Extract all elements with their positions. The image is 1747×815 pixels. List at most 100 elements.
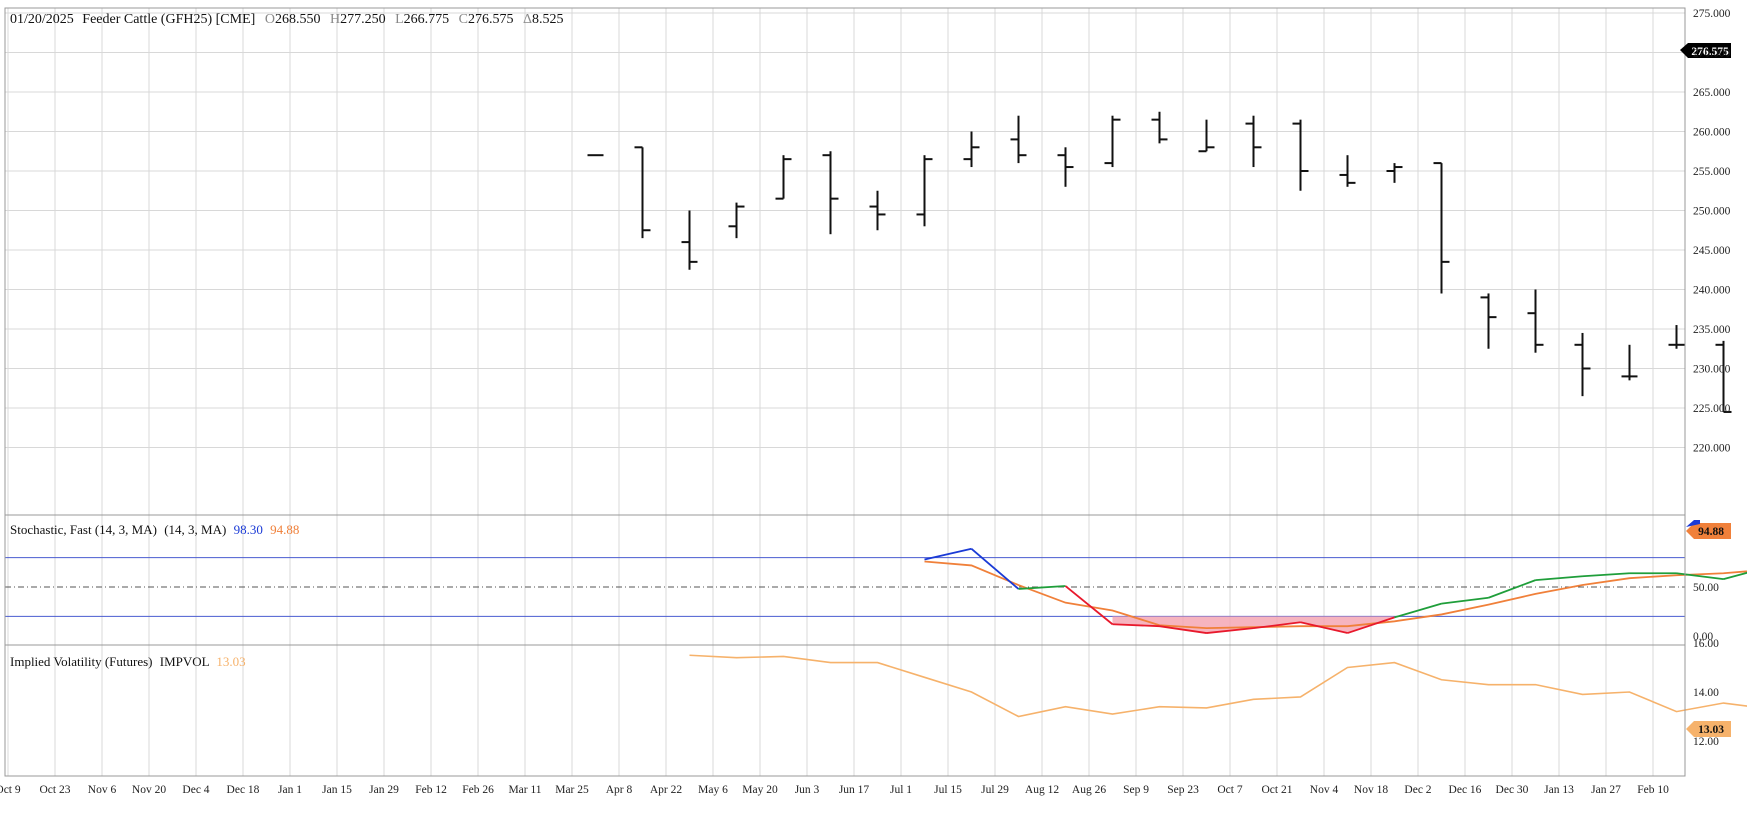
x-tick-label: Jan 13 xyxy=(1544,784,1574,796)
ohlc-bar xyxy=(1293,120,1309,191)
ohlc-bar xyxy=(1716,341,1732,412)
iv-name: IMPVOL xyxy=(160,654,210,669)
price-y-tick-label: 245.000 xyxy=(1693,245,1731,257)
close-label: C xyxy=(459,12,468,27)
price-date: 01/20/2025 xyxy=(10,12,74,27)
close-value: 276.575 xyxy=(468,12,514,27)
low-value: 266.775 xyxy=(404,12,450,27)
change-value: 8.525 xyxy=(532,12,564,27)
x-tick-label: Jul 1 xyxy=(890,784,912,796)
iv-badge: 13.03 xyxy=(1686,721,1731,737)
x-tick-label: Feb 26 xyxy=(462,784,494,796)
x-tick-label: Jul 29 xyxy=(981,784,1009,796)
price-y-tick-label: 235.000 xyxy=(1693,324,1731,336)
x-tick-label: Nov 18 xyxy=(1354,784,1388,796)
price-y-tick-label: 270.000 xyxy=(1693,48,1731,60)
open-value: 268.550 xyxy=(275,12,321,27)
ohlc-bar xyxy=(776,155,792,198)
low-label: L xyxy=(395,12,404,27)
ohlc-bar xyxy=(1575,333,1591,396)
price-y-tick-label: 230.000 xyxy=(1693,364,1731,376)
x-tick-label: Aug 12 xyxy=(1025,784,1059,796)
change-label: Δ xyxy=(523,12,532,27)
high-value: 277.250 xyxy=(340,12,386,27)
x-tick-label: Dec 18 xyxy=(227,784,260,796)
ohlc-bar xyxy=(1199,120,1215,152)
iv-y-tick-label: 16.00 xyxy=(1693,638,1719,650)
x-tick-label: Oct 9 xyxy=(0,784,21,796)
price-y-tick-label: 240.000 xyxy=(1693,285,1731,297)
price-y-tick-label: 265.000 xyxy=(1693,87,1731,99)
ohlc-bar xyxy=(1152,112,1168,144)
stoch-k-value: 98.30 xyxy=(234,522,263,537)
ohlc-bar xyxy=(1387,163,1403,183)
stoch-y-tick-label: 50.00 xyxy=(1693,582,1719,594)
x-tick-label: Jan 15 xyxy=(322,784,352,796)
x-tick-label: Apr 22 xyxy=(650,784,683,796)
x-tick-label: Apr 8 xyxy=(606,784,633,796)
stoch-badge: 94.88 xyxy=(1686,520,1731,539)
ohlc-bar xyxy=(1622,345,1638,381)
x-tick-label: Oct 7 xyxy=(1217,784,1242,796)
x-tick-label: Jan 29 xyxy=(369,784,399,796)
x-tick-label: May 6 xyxy=(698,784,728,796)
ohlc-bar xyxy=(729,203,745,239)
x-tick-label: Sep 9 xyxy=(1123,784,1149,796)
price-panel-border xyxy=(5,8,1685,515)
x-tick-label: Feb 10 xyxy=(1637,784,1669,796)
x-tick-label: Nov 6 xyxy=(88,784,117,796)
stoch-header: Stochastic, Fast (14, 3, MA) (14, 3, MA)… xyxy=(10,522,299,537)
x-tick-label: Jun 3 xyxy=(795,784,820,796)
ohlc-bar xyxy=(1058,147,1074,187)
iv-panel-border xyxy=(5,645,1685,776)
x-tick-label: Nov 20 xyxy=(132,784,166,796)
x-tick-label: Sep 23 xyxy=(1167,784,1199,796)
high-label: H xyxy=(330,12,340,27)
iv-title: Implied Volatility (Futures) xyxy=(10,654,153,669)
price-y-tick-label: 260.000 xyxy=(1693,127,1731,139)
ohlc-bar xyxy=(917,155,933,226)
x-tick-label: Aug 26 xyxy=(1072,784,1106,796)
axis-layer: Oct 9 Oct 23 Nov 6 Nov 20 Dec 4 Dec 18 Jan 1 Ja… xyxy=(0,0,1731,796)
x-tick-label: Oct 23 xyxy=(40,784,71,796)
x-tick-label: Feb 12 xyxy=(415,784,447,796)
iv-line xyxy=(690,655,1747,751)
x-tick-label: Jan 1 xyxy=(278,784,302,796)
ohlc-bar xyxy=(1481,293,1497,348)
iv-value: 13.03 xyxy=(216,654,245,669)
price-symbol: Feeder Cattle (GFH25) [CME] xyxy=(82,12,255,27)
ohlc-bar xyxy=(964,132,980,168)
stoch-title: Stochastic, Fast (14, 3, MA) xyxy=(10,522,157,537)
stoch-d-value: 94.88 xyxy=(270,522,299,537)
iv-badge-text: 13.03 xyxy=(1698,724,1724,736)
x-tick-label: Oct 21 xyxy=(1262,784,1293,796)
marks-layer xyxy=(588,0,1747,751)
ohlc-bar xyxy=(1011,116,1027,163)
open-label: O xyxy=(265,12,275,27)
ohlc-bar xyxy=(1105,116,1121,167)
price-y-tick-label: 250.000 xyxy=(1693,206,1731,218)
x-tick-label: Dec 4 xyxy=(182,784,209,796)
x-tick-label: Jun 17 xyxy=(839,784,870,796)
ohlc-bar xyxy=(1528,290,1544,353)
price-header: 01/20/2025 Feeder Cattle (GFH25) [CME] O… xyxy=(10,12,563,27)
grid-layer xyxy=(5,0,1685,776)
price-y-tick-label: 275.000 xyxy=(1693,8,1731,20)
ohlc-bar xyxy=(1246,116,1262,167)
x-tick-label: Mar 25 xyxy=(555,784,589,796)
price-y-tick-label: 225.000 xyxy=(1693,403,1731,415)
iv-header: Implied Volatility (Futures) IMPVOL 13.0… xyxy=(10,654,246,669)
stoch-params: (14, 3, MA) xyxy=(164,522,226,537)
ohlc-bar xyxy=(635,147,651,238)
ohlc-bar xyxy=(823,151,839,234)
iv-y-tick-label: 14.00 xyxy=(1693,687,1719,699)
x-tick-label: Jul 15 xyxy=(934,784,962,796)
x-tick-label: Mar 11 xyxy=(508,784,541,796)
ohlc-bar xyxy=(1434,163,1450,293)
x-tick-label: Jan 27 xyxy=(1591,784,1621,796)
ohlc-bar xyxy=(682,211,698,270)
iv-y-tick-label: 12.00 xyxy=(1693,736,1719,748)
price-y-tick-label: 220.000 xyxy=(1693,443,1731,455)
